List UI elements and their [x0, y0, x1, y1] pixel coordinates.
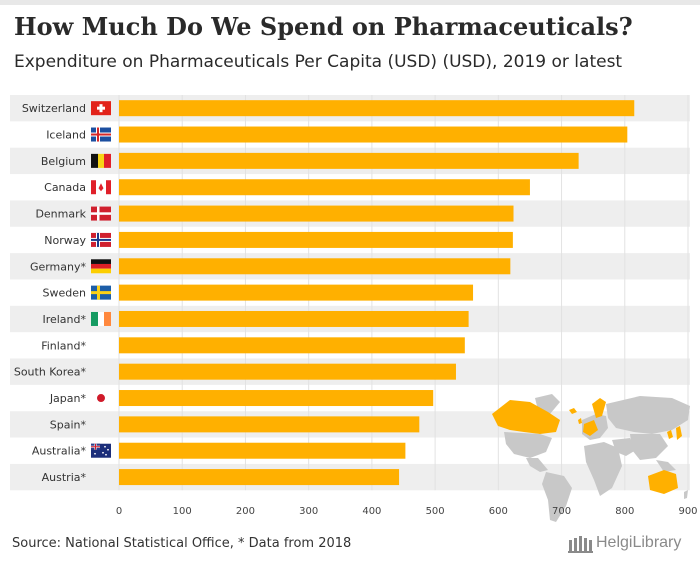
norway-flag-icon [91, 232, 111, 247]
x-tick-label: 100 [173, 506, 192, 517]
flag-icons [91, 101, 111, 458]
bar [119, 258, 511, 275]
chart-title: How Much Do We Spend on Pharmaceuticals? [14, 12, 633, 41]
sweden-flag-icon [91, 285, 111, 300]
top-accent-bar [0, 0, 700, 5]
category-label: Iceland [46, 129, 86, 142]
japan-flag-icon [91, 391, 111, 406]
x-tick-label: 500 [426, 506, 445, 517]
category-label: Japan* [49, 392, 87, 405]
iceland-flag-icon [91, 127, 111, 142]
bars [119, 100, 635, 486]
bar [119, 390, 434, 407]
bar [119, 363, 456, 380]
germany-flag-icon [91, 259, 111, 274]
chart-subtitle: Expenditure on Pharmaceuticals Per Capit… [14, 52, 623, 72]
denmark-flag-icon [91, 206, 111, 221]
category-label: Spain* [50, 418, 87, 431]
x-tick-label: 700 [552, 506, 571, 517]
x-tick-label: 900 [678, 506, 697, 517]
x-tick-label: 800 [615, 506, 634, 517]
source-note: Source: National Statistical Office, * D… [12, 536, 352, 551]
category-label: Austria* [42, 471, 87, 484]
category-label: Finland* [41, 339, 86, 352]
bar [119, 416, 420, 433]
category-label: Canada [44, 181, 86, 194]
australia-flag-icon [91, 443, 111, 458]
bar [119, 442, 406, 459]
category-label: Sweden [43, 287, 86, 300]
switzerland-flag-icon [91, 101, 111, 116]
bar [119, 179, 530, 196]
category-label: Australia* [32, 445, 87, 458]
bar [119, 337, 465, 354]
ireland-flag-icon [91, 311, 111, 326]
category-label: Ireland* [42, 313, 86, 326]
library-logo-icon [568, 536, 593, 553]
bar [119, 231, 513, 248]
bar [119, 205, 514, 222]
brand-name: HelgiLibrary [596, 534, 682, 551]
bar [119, 126, 628, 143]
x-tick-label: 0 [116, 506, 122, 517]
category-label: Switzerland [22, 102, 86, 115]
belgium-flag-icon [91, 153, 111, 168]
category-label: Germany* [30, 260, 87, 273]
category-label: Norway [44, 234, 86, 247]
x-tick-label: 600 [489, 506, 508, 517]
x-tick-label: 300 [299, 506, 318, 517]
category-labels: Switzerland Iceland Belgium Canada Denmark No… [14, 102, 87, 484]
category-label: Denmark [35, 208, 86, 221]
x-tick-label: 400 [362, 506, 381, 517]
bar [119, 310, 469, 327]
world-map-image [492, 394, 690, 522]
x-tick-label: 200 [236, 506, 255, 517]
bar [119, 284, 474, 301]
bar [119, 100, 635, 117]
category-label: Belgium [41, 155, 86, 168]
canada-flag-icon [91, 180, 111, 195]
category-label: South Korea* [14, 366, 87, 379]
bar [119, 152, 579, 169]
x-axis-ticks: 0 100 200 300 400 500 600 700 800 900 [116, 506, 698, 517]
bar [119, 469, 400, 486]
